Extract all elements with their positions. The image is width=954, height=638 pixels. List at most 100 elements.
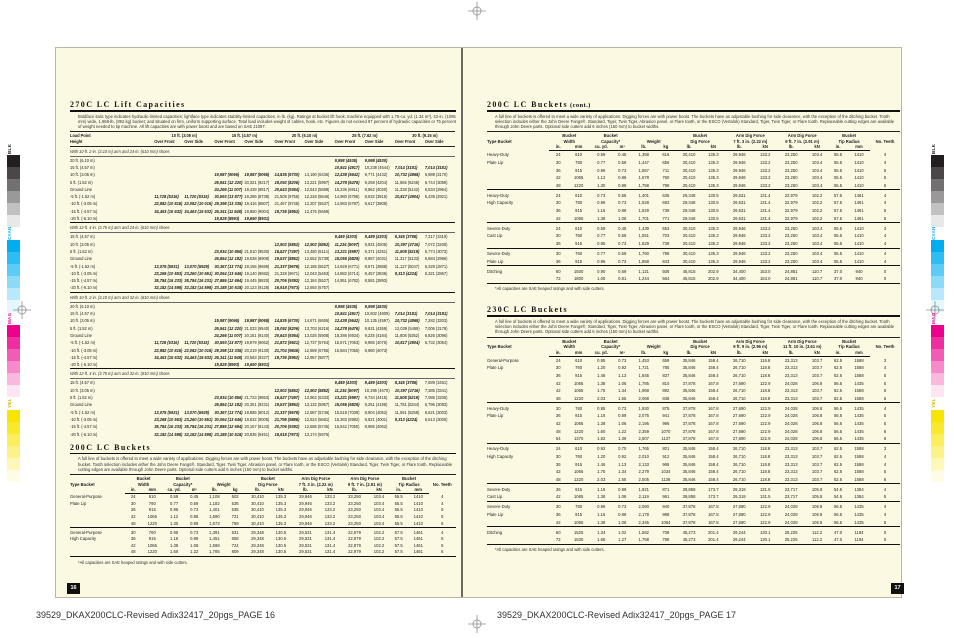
bucket-value-cell: 56.5 bbox=[833, 380, 843, 386]
bucket-type: Plate Lip bbox=[70, 500, 87, 506]
lift-capacity-cell: 6,744 (3059) bbox=[424, 179, 448, 185]
bucket-value-cell: 1,721 bbox=[638, 365, 649, 371]
bucket-value-cell: 1410 bbox=[854, 152, 864, 158]
bucket-value-cell: 167.8 bbox=[702, 500, 725, 512]
bucket-row: 42 1065 1.38 1.06 2,195 996 37,878 167.8 27,690 1… bbox=[487, 420, 900, 428]
title-rule bbox=[70, 452, 456, 455]
lift-capacity-cell bbox=[214, 387, 244, 394]
lift-row: Ground Line 26,854 (12 182) 20,351 (9231) 1… bbox=[70, 401, 455, 408]
lift-capacity-cell bbox=[184, 215, 214, 223]
lift-capacity-cell bbox=[154, 310, 184, 317]
bucket-value-cell: 35,846 bbox=[682, 461, 696, 467]
bucket-value-cell: 131.4 bbox=[324, 536, 336, 542]
lift-capacity-cell bbox=[184, 156, 214, 164]
bucket-value-cell: 158.4 bbox=[708, 365, 719, 371]
lift-capacity-cell: 29,398 (13 335) bbox=[214, 347, 243, 353]
lift-capacity-cell bbox=[184, 361, 214, 369]
bucket-value-cell: 102.2 bbox=[368, 527, 390, 537]
color-calibration-bar: BLK CYAN MAG YEL bbox=[931, 142, 944, 482]
bucket-value-cell: 4 bbox=[883, 258, 887, 264]
bucket-value-cell: 2,068 bbox=[638, 395, 649, 401]
lift-capacity-cell bbox=[425, 431, 455, 438]
lift-capacity-cell bbox=[425, 277, 455, 284]
lift-capacity-cell: 21,723 (9853) bbox=[244, 395, 270, 401]
bucket-value-cell: 5 bbox=[441, 513, 444, 519]
bucket-value-cell: 133.2 bbox=[324, 507, 336, 513]
bucket-value-cell: 0.73 bbox=[612, 500, 632, 512]
bucket-value-cell: 1,785 bbox=[638, 380, 649, 386]
bucket-value-cell: 23,313 bbox=[784, 357, 798, 363]
color-swatch bbox=[7, 203, 20, 215]
bucket-value-cell: 106.8 bbox=[806, 500, 829, 512]
color-bar-label: YEL bbox=[7, 398, 12, 409]
color-swatch bbox=[931, 179, 944, 191]
bucket-value-cell: 131.4 bbox=[324, 542, 336, 548]
bucket-value-cell: 23,313 bbox=[784, 365, 798, 371]
bucket-value-cell: 1461 bbox=[413, 549, 423, 555]
over-label: Over Front bbox=[154, 139, 185, 147]
bucket-value-cell: 656 bbox=[662, 159, 670, 165]
bucket-type: High Capacity bbox=[70, 536, 97, 542]
lift-capacity-cell: 11,591 (5258) bbox=[394, 409, 420, 415]
type-bucket-label: Type Bucket bbox=[70, 473, 125, 494]
lift-capacity-cell bbox=[154, 332, 184, 339]
lift-capacity-cell: 6,774 (3073) bbox=[424, 248, 448, 254]
bucket-value-cell: 4 bbox=[883, 152, 887, 158]
lift-capacity-cell bbox=[274, 310, 304, 317]
bucket-type: Severe-Duty bbox=[487, 500, 549, 512]
bucket-value-cell: 167.8 bbox=[708, 428, 719, 434]
bucket-value-cell: 1.16 bbox=[589, 483, 613, 494]
bucket-units-row: in. mm cu. yd. m³ lb. kg lb. kN lb. kN lb. kN in. mm bbox=[487, 349, 900, 357]
bucket-value-cell: 24,028 bbox=[784, 428, 798, 434]
lift-capacity-cell bbox=[214, 302, 244, 310]
bucket-value-cell: 1.34 bbox=[589, 526, 613, 537]
bucket-value-cell: 2,119 bbox=[638, 494, 649, 500]
bucket-value-cell: 27,690 bbox=[732, 512, 746, 518]
bucket-value-cell: 26,710 bbox=[732, 461, 746, 467]
page-number-16: 16 bbox=[67, 583, 80, 594]
bucket-value-cell: 1588 bbox=[854, 461, 864, 467]
lift-capacity-cell: 21,337 (9678) bbox=[274, 263, 300, 269]
distance-group-header: 25 ft. (7.62 m) bbox=[334, 131, 395, 140]
lift-capacity-cell bbox=[184, 179, 214, 186]
lift-capacity-cell: 12,543 (5689) bbox=[304, 186, 330, 192]
bucket-value-cell: 103.4 bbox=[811, 258, 823, 264]
bucket-value-cell: 1,629 bbox=[638, 240, 649, 246]
bucket-value-cell: 0.95 bbox=[597, 200, 606, 206]
lift-capacity-cell bbox=[365, 431, 395, 438]
lift-capacity-cell: 19,850 (9004) bbox=[244, 208, 270, 214]
color-bar-label: CYAN bbox=[7, 226, 12, 240]
lift-capacity-cell: 19,979 (9062) bbox=[244, 340, 270, 346]
bucket-value-cell: 1461 bbox=[413, 536, 423, 542]
bucket-value-cell: 1800 bbox=[573, 276, 584, 282]
bucket-type: High Capacity bbox=[487, 453, 514, 459]
color-swatch bbox=[7, 361, 20, 373]
bucket-value-cell: 103.7 bbox=[811, 395, 823, 401]
bucket-value-cell: 1065 bbox=[573, 421, 584, 427]
lift-capacity-cell: 20,835 (9451) bbox=[244, 431, 270, 437]
bucket-value-cell: 135.3 bbox=[708, 182, 719, 188]
bucket-type bbox=[487, 240, 549, 248]
bucket-value-cell: 48 bbox=[555, 395, 561, 401]
bucket-value-cell: 54.5 bbox=[828, 483, 848, 494]
lift-capacity-cell bbox=[395, 347, 425, 354]
lift-capacity-cell: 30,593 (13 877) bbox=[214, 194, 243, 200]
lift-capacity-cell: 10,817 (4904) bbox=[394, 194, 420, 200]
lift-capacity-cell: 13,132 (5957) bbox=[304, 402, 330, 408]
distance-group-header: 15 ft. (4.57 m) bbox=[214, 131, 275, 140]
bucket-value-cell: 30,410 bbox=[682, 167, 696, 173]
lift-capacity-cell bbox=[425, 354, 455, 361]
bucket-type: General-Purpose bbox=[70, 494, 102, 500]
bucket-value-cell: 760 bbox=[567, 247, 590, 258]
bucket-value-cell: 0.59 bbox=[589, 222, 613, 233]
buckets-cont-table-host: Type Bucket Bucket Width Bucket Capacity* W… bbox=[487, 131, 900, 284]
bucket-value-cell: 158.4 bbox=[708, 395, 719, 401]
bucket-value-cell: 1194 bbox=[854, 537, 864, 543]
lift-capacity-cell: 23,260 (10 551) bbox=[184, 270, 213, 276]
unit-label: in. bbox=[828, 144, 848, 152]
bucket-value-cell: 1.82 bbox=[597, 436, 606, 442]
bucket-type bbox=[487, 182, 549, 190]
bucket-value-cell: 135.3 bbox=[275, 520, 287, 526]
bucket-value-cell: 1.46 bbox=[597, 461, 606, 467]
bucket-column-group: Bucket Width bbox=[548, 131, 590, 145]
